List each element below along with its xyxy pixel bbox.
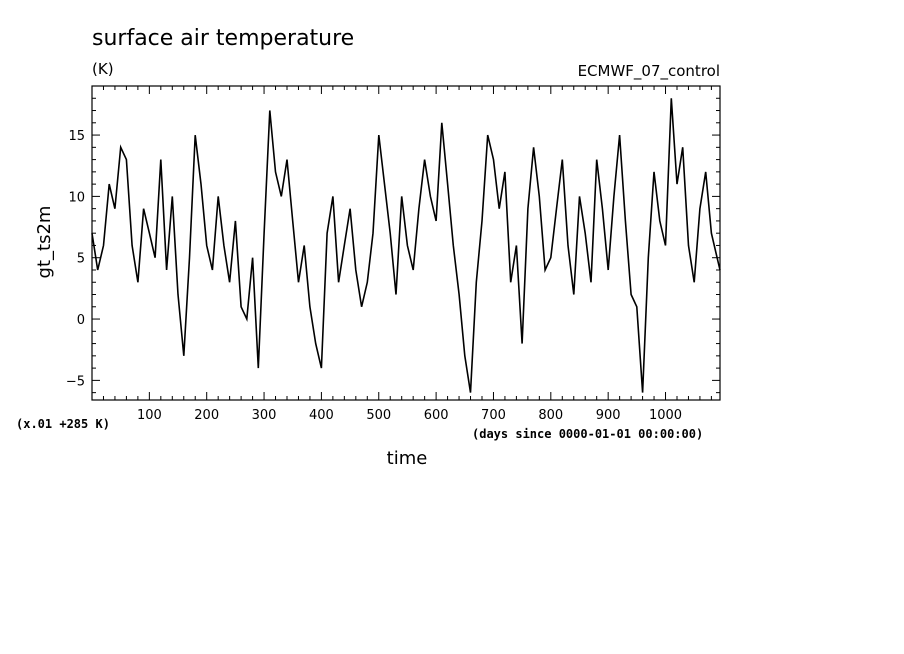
x-tick-label: 900 [596,408,621,423]
x-tick-label: 600 [424,408,449,423]
x-tick-label: 200 [194,408,219,423]
y-tick-label: 15 [68,129,85,144]
axis-tick-labels: 100 200 300 400 500 600 700 800 900 1000 −5 0 5 10 15 [66,129,682,423]
x-tick-label: 100 [137,408,162,423]
temperature-series-line [91,98,721,393]
chart-title: surface air temperature [92,26,354,51]
y-tick-label: 10 [68,190,85,205]
x-tick-label: 1000 [649,408,682,423]
y-axis-label: gt_ts2m [34,206,55,279]
y-tick-label: 0 [77,313,85,328]
plot-frame [91,85,721,401]
x-tick-label: 300 [252,408,277,423]
x-tick-label: 700 [481,408,506,423]
x-tick-label: 800 [538,408,563,423]
y-tick-label: −5 [66,374,85,389]
axis-ticks [92,85,720,400]
x-axis-label: time [387,448,428,469]
x-axis-note: (days since 0000-01-01 00:00:00) [472,427,703,441]
x-tick-label: 500 [366,408,391,423]
y-scale-note: (x.01 +285 K) [16,417,110,431]
x-tick-label: 400 [309,408,334,423]
y-tick-label: 5 [77,252,85,267]
dataset-label: ECMWF_07_control [578,62,720,81]
units-label: (K) [92,60,114,78]
